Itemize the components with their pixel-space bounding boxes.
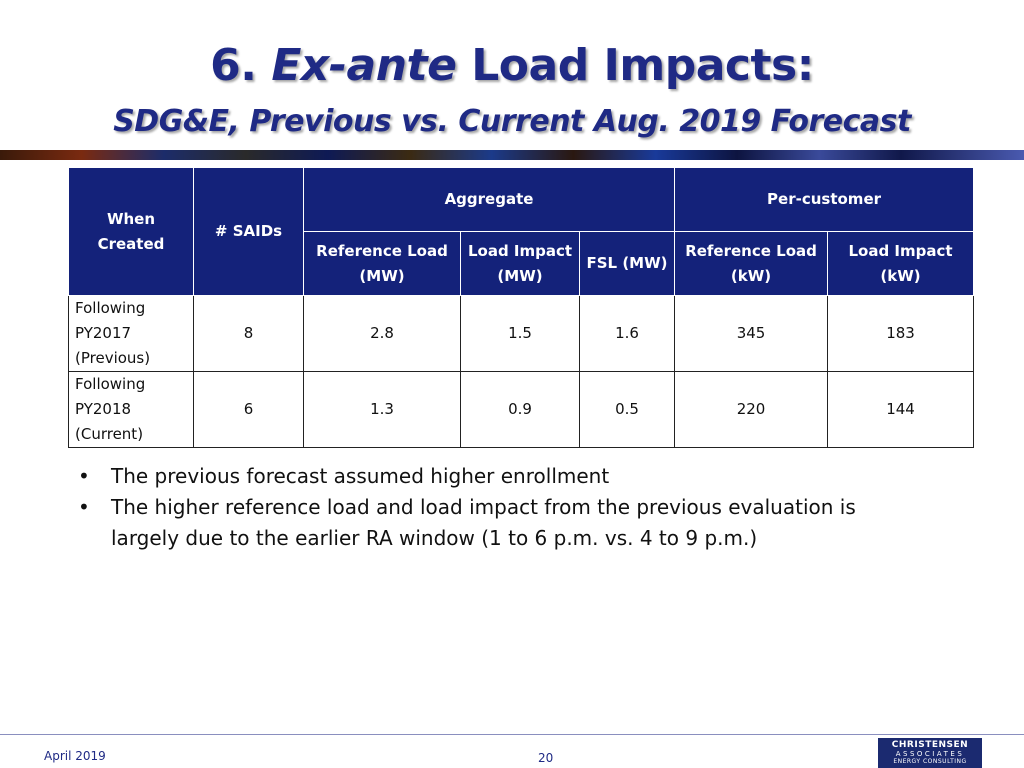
header-agg-reference-load: Reference Load (MW) [303,231,461,296]
cell-when-created: Following PY2018 (Current) [68,371,194,448]
slide-subtitle: SDG&E, Previous vs. Current Aug. 2019 Fo… [113,104,911,139]
bullet-dot-icon: • [78,464,90,488]
cell-pc-reference-load: 345 [674,295,829,372]
footer-date: April 2019 [44,749,106,763]
footer-divider [0,734,1024,735]
header-group-per-customer: Per-customer [674,167,975,232]
list-item: • The higher reference load and load imp… [72,492,912,554]
cell-agg-reference-load: 2.8 [303,295,461,372]
cell-pc-load-impact: 183 [827,295,975,372]
slide-title: 6. Ex-ante Load Impacts: [0,40,1024,91]
bullet-text: The previous forecast assumed higher enr… [111,464,610,488]
header-group-aggregate: Aggregate [302,167,676,232]
header-when-created: When Created [68,167,194,296]
cell-agg-reference-load: 1.3 [303,371,461,448]
logo-line-1: CHRISTENSEN [891,740,969,750]
header-pc-load-impact: Load Impact (kW) [827,231,975,296]
table-row: Following PY2018 (Current) 6 1.3 0.9 0.5… [68,371,975,448]
slide-title-number: 6. [210,40,257,91]
cell-saids: 6 [193,371,304,448]
cell-saids: 8 [193,295,304,372]
slide-title-rest: Load Impacts: [471,40,814,91]
cell-agg-fsl: 0.5 [578,371,676,448]
bullet-dot-icon: • [78,495,90,519]
header-agg-load-impact: Load Impact (MW) [460,231,580,296]
cell-when-created: Following PY2017 (Previous) [68,295,194,372]
slide-title-emphasis: Ex-ante [271,40,457,91]
header-pc-reference-load: Reference Load (kW) [674,231,829,296]
load-impacts-table: When Created # SAIDs Aggregate Per-custo… [68,167,975,448]
logo-line-3: ENERGY CONSULTING [893,758,967,765]
list-item: • The previous forecast assumed higher e… [72,461,912,492]
decorative-banner [0,150,1024,160]
header-saids: # SAIDs [193,167,304,296]
company-logo: CHRISTENSEN ASSOCIATES ENERGY CONSULTING [878,738,982,768]
cell-agg-load-impact: 0.9 [460,371,580,448]
logo-line-2: ASSOCIATES [895,750,965,758]
bullet-list: • The previous forecast assumed higher e… [72,461,912,554]
cell-agg-fsl: 1.6 [578,295,676,372]
header-agg-fsl: FSL (MW) [578,231,676,296]
bullet-text: The higher reference load and load impac… [111,495,856,550]
cell-pc-reference-load: 220 [674,371,829,448]
cell-agg-load-impact: 1.5 [460,295,580,372]
table-row: Following PY2017 (Previous) 8 2.8 1.5 1.… [68,295,975,372]
cell-pc-load-impact: 144 [827,371,975,448]
page-number: 20 [538,751,554,765]
